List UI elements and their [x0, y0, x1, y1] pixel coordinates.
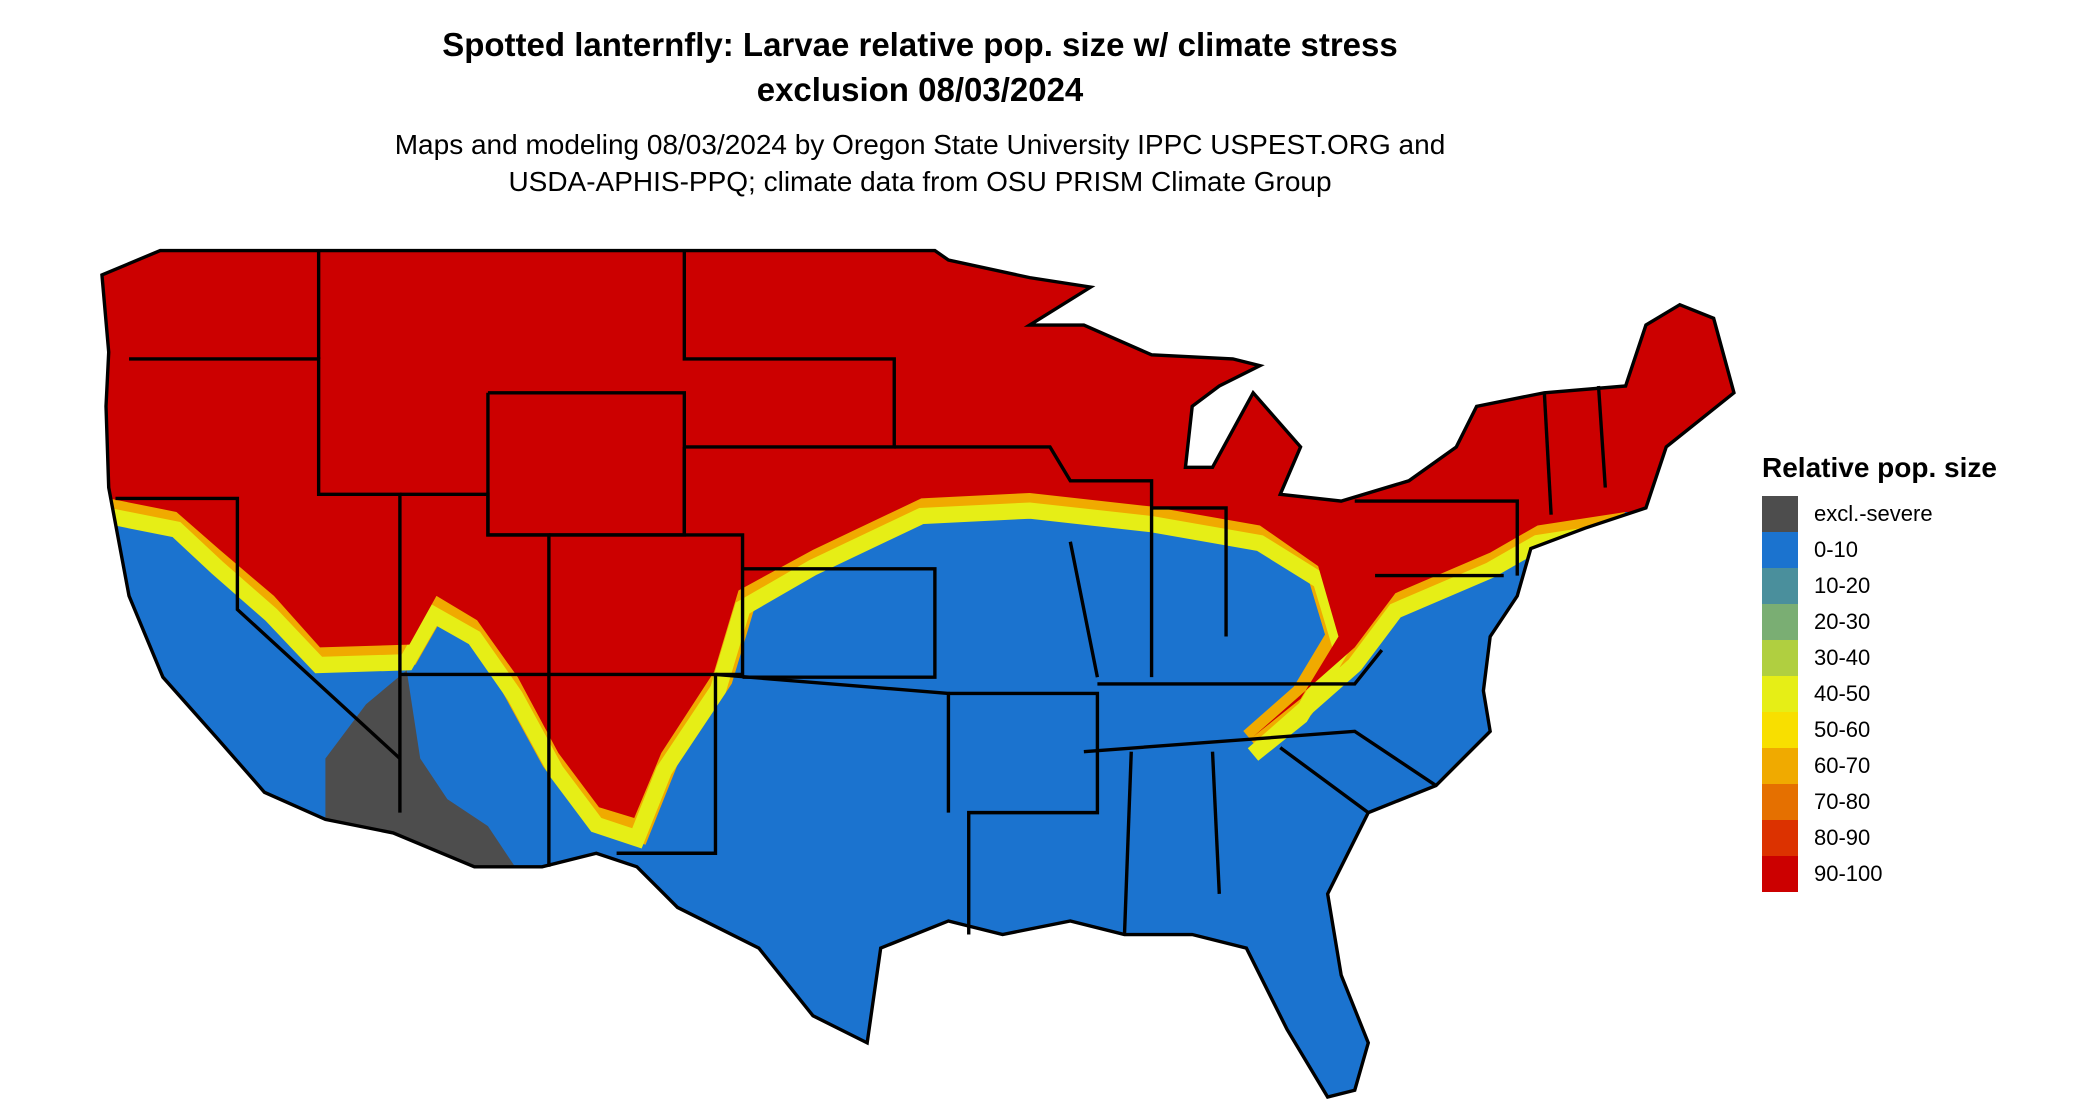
legend-item: 60-70 — [1762, 748, 1997, 784]
state-borders — [100, 248, 1736, 1099]
legend-item: 10-20 — [1762, 568, 1997, 604]
legend-label: 70-80 — [1814, 789, 1871, 814]
region-excl-severe — [325, 670, 516, 867]
map-subtitle-line2: USDA-APHIS-PPQ; climate data from OSU PR… — [508, 166, 1332, 197]
legend-swatch — [1762, 856, 1798, 892]
legend-item: 80-90 — [1762, 820, 1997, 856]
legend-label: 30-40 — [1814, 645, 1871, 670]
legend-item: 90-100 — [1762, 856, 1997, 892]
legend-item: 0-10 — [1762, 532, 1997, 568]
legend-label: 80-90 — [1814, 825, 1871, 850]
legend-swatch — [1762, 784, 1798, 820]
legend-items: excl.-severe 0-10 10-20 20-30 30-40 40-50 50-6… — [1762, 496, 1997, 892]
legend-item: 50-60 — [1762, 712, 1997, 748]
legend-label: 40-50 — [1814, 681, 1871, 706]
legend-label: excl.-severe — [1814, 501, 1933, 526]
legend-swatch — [1762, 748, 1798, 784]
legend-item: 30-40 — [1762, 640, 1997, 676]
legend-swatch — [1762, 604, 1798, 640]
legend-swatch — [1762, 820, 1798, 856]
region-90-100 — [101, 250, 1734, 819]
legend-swatch — [1762, 532, 1798, 568]
legend-label: 10-20 — [1814, 573, 1871, 598]
legend-item: 40-50 — [1762, 676, 1997, 712]
legend-swatch — [1762, 640, 1798, 676]
legend-item: 20-30 — [1762, 604, 1997, 640]
legend-title: Relative pop. size — [1762, 452, 1997, 483]
legend-item: excl.-severe — [1762, 496, 1997, 532]
legend-label: 0-10 — [1814, 537, 1859, 562]
legend-label: 20-30 — [1814, 609, 1871, 634]
legend-label: 50-60 — [1814, 717, 1871, 742]
map-title-line2: exclusion 08/03/2024 — [756, 71, 1084, 108]
legend-swatch — [1762, 496, 1798, 532]
map-title-line1: Spotted lanternfly: Larvae relative pop.… — [442, 26, 1398, 63]
legend-label: 60-70 — [1814, 753, 1871, 778]
legend: Relative pop. size excl.-severe 0-10 10-20… — [1762, 452, 1997, 892]
legend-item: 70-80 — [1762, 784, 1997, 820]
legend-swatch — [1762, 712, 1798, 748]
map-subtitle-line1: Maps and modeling 08/03/2024 by Oregon S… — [394, 129, 1446, 160]
legend-label: 90-100 — [1814, 861, 1883, 886]
legend-swatch — [1762, 676, 1798, 712]
legend-swatch — [1762, 568, 1798, 604]
